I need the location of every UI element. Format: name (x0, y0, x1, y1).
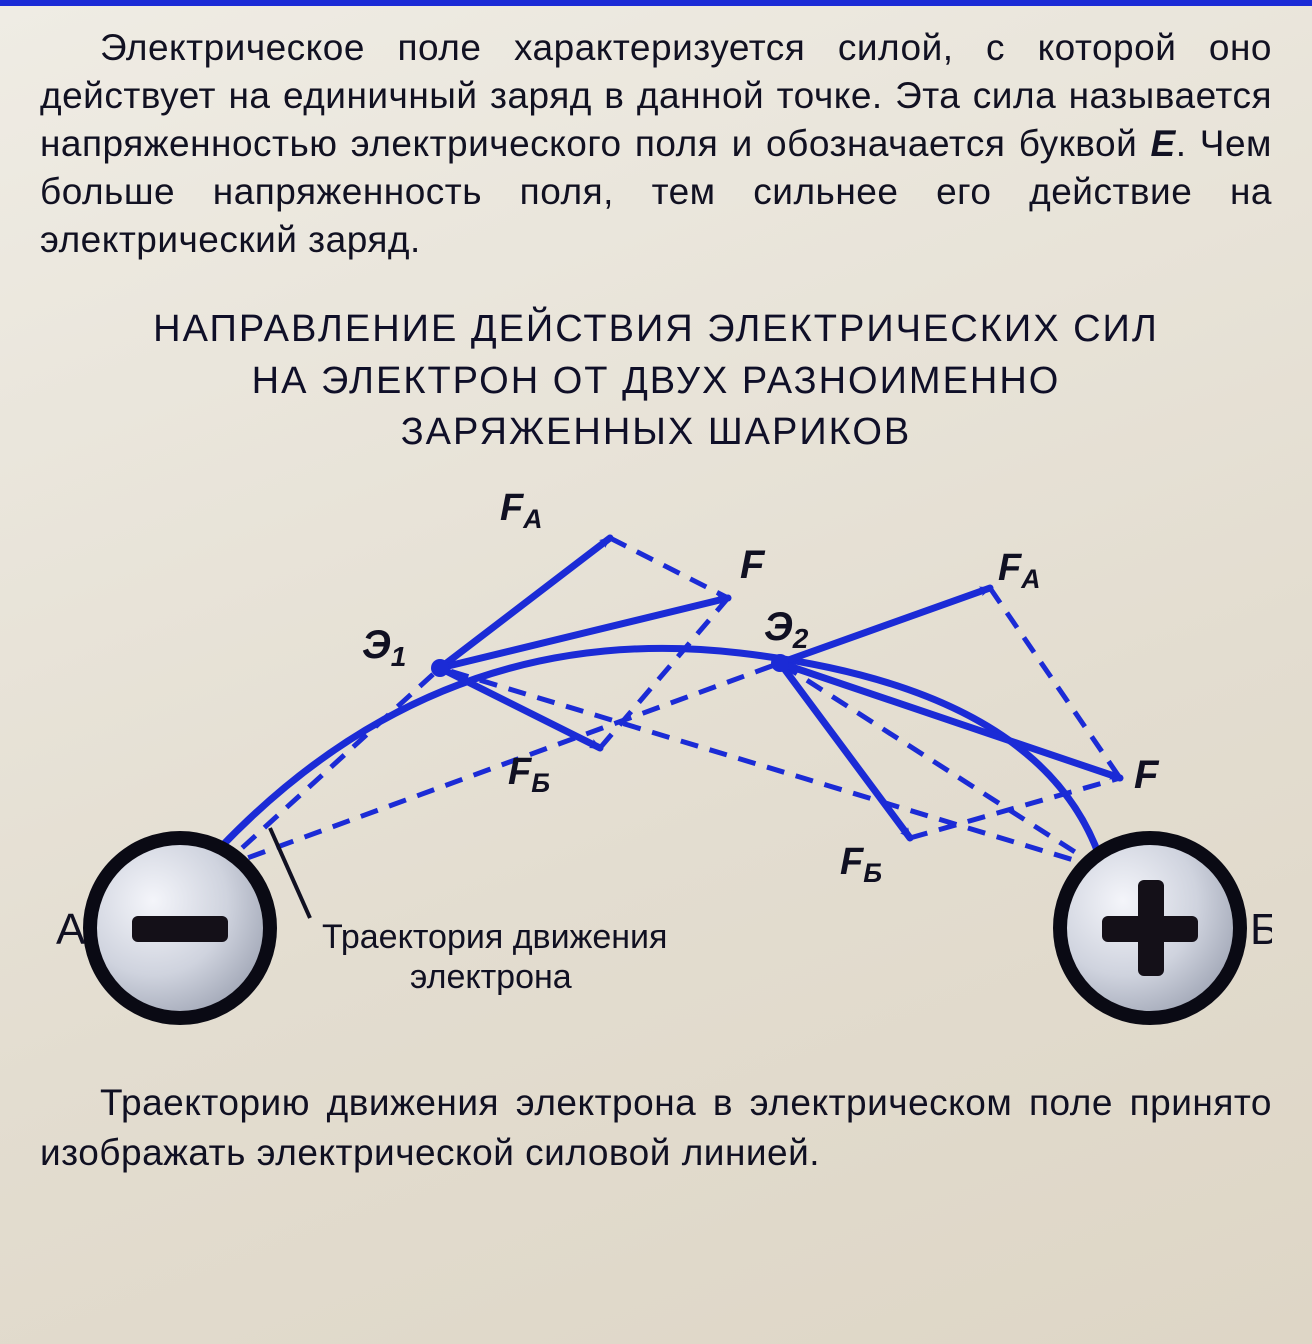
top-accent-bar (0, 0, 1312, 6)
caption-paragraph: Траекторию движения электрона в электрич… (40, 1078, 1272, 1178)
sight-lines (220, 663, 1100, 868)
svg-text:FА: FА (998, 547, 1040, 594)
svg-text:А: А (56, 905, 86, 954)
svg-text:Траектория движения: Траектория движения (322, 918, 667, 956)
diagram-heading: НАПРАВЛЕНИЕ ДЕЙСТВИЯ ЭЛЕКТРИЧЕСКИХ СИЛ Н… (40, 304, 1272, 458)
svg-text:FБ: FБ (840, 841, 882, 888)
electron-1-vectors (440, 538, 728, 748)
svg-text:Б: Б (1250, 905, 1272, 954)
svg-text:FБ: FБ (508, 751, 550, 798)
svg-text:Э1: Э1 (362, 623, 406, 672)
svg-text:F: F (1134, 753, 1160, 797)
page: Электрическое поле характеризуется силой… (0, 0, 1312, 1344)
physics-diagram: А Б Э1 Э2 FА FБ F FА FБ F Траектория движенияэлект… (40, 468, 1272, 1048)
svg-text:электрона: электрона (410, 958, 572, 996)
intro-symbol: E (1151, 123, 1176, 164)
intro-prefix: Электрическое поле характеризуется силой… (40, 27, 1272, 164)
svg-text:FА: FА (500, 487, 542, 534)
svg-text:Э2: Э2 (764, 605, 809, 654)
caption-text: Траекторию движения электрона в электрич… (40, 1082, 1272, 1173)
heading-line-2: НА ЭЛЕКТРОН ОТ ДВУХ РАЗНОИМЕННО (40, 356, 1272, 407)
electron-point-2 (771, 654, 789, 672)
intro-paragraph: Электрическое поле характеризуется силой… (40, 24, 1272, 264)
svg-text:F: F (740, 543, 766, 587)
diagram-svg: А Б Э1 Э2 FА FБ F FА FБ F Траектория движенияэлект… (40, 468, 1272, 1048)
heading-line-1: НАПРАВЛЕНИЕ ДЕЙСТВИЯ ЭЛЕКТРИЧЕСКИХ СИЛ (40, 304, 1272, 355)
electron-point-1 (431, 659, 449, 677)
heading-line-3: ЗАРЯЖЕННЫХ ШАРИКОВ (40, 407, 1272, 458)
